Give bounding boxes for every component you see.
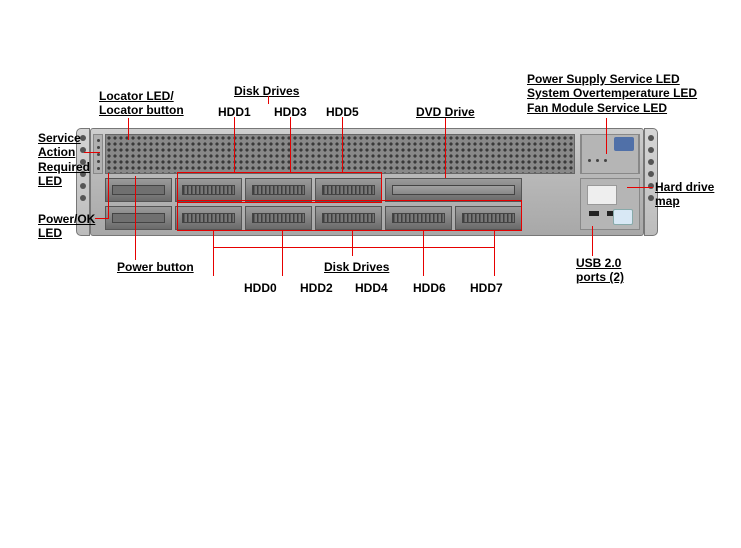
vent-grille [105,134,575,174]
callout-line [135,176,136,260]
label-hard-drive-map: Hard drive map [655,180,714,209]
right-lower-panel [580,178,640,230]
callout-line [128,118,129,140]
label-disk-drives-bot: Disk Drives [324,260,389,274]
label-usb: USB 2.0 ports (2) [576,256,624,285]
label-hdd6: HDD6 [413,281,446,295]
label-hdd2: HDD2 [300,281,333,295]
right-panel [581,134,639,174]
label-top-right: Power Supply Service LED System Overtemp… [527,72,697,115]
callout-line [290,117,291,173]
usb-port-icon [589,211,599,216]
led-panel [93,134,103,174]
callout-line [423,230,424,276]
callout-line [494,230,495,276]
callout-line [627,187,653,188]
label-hdd0: HDD0 [244,281,277,295]
callout-line [606,118,607,154]
callout-line [213,230,214,276]
bay-blank2 [105,206,172,230]
label-locator: Locator LED/ Locator button [99,89,184,118]
callout-line [108,173,109,219]
bay-dvd [385,178,522,202]
callout-line [213,247,494,248]
callout-line [84,152,100,153]
sun-logo-icon [614,137,634,151]
label-service-action: Service Action Required LED [38,131,90,189]
callout-line [445,118,446,178]
callout-line [282,230,283,276]
intel-badge-icon [613,209,633,225]
redbox-top-drives [177,172,382,203]
redbox-bottom-drives [177,200,522,231]
callout-line [352,230,353,256]
callout-line [234,117,235,173]
label-power-button: Power button [117,260,194,274]
callout-line [95,218,109,219]
label-hdd7: HDD7 [470,281,503,295]
callout-line [268,96,269,104]
bay-blank [105,178,172,202]
label-power-ok: Power/OK LED [38,212,95,241]
label-disk-drives-top: Disk Drives [234,84,299,98]
hard-drive-map-icon [587,185,617,205]
label-hdd4: HDD4 [355,281,388,295]
callout-line [342,117,343,173]
callout-line [592,226,593,256]
